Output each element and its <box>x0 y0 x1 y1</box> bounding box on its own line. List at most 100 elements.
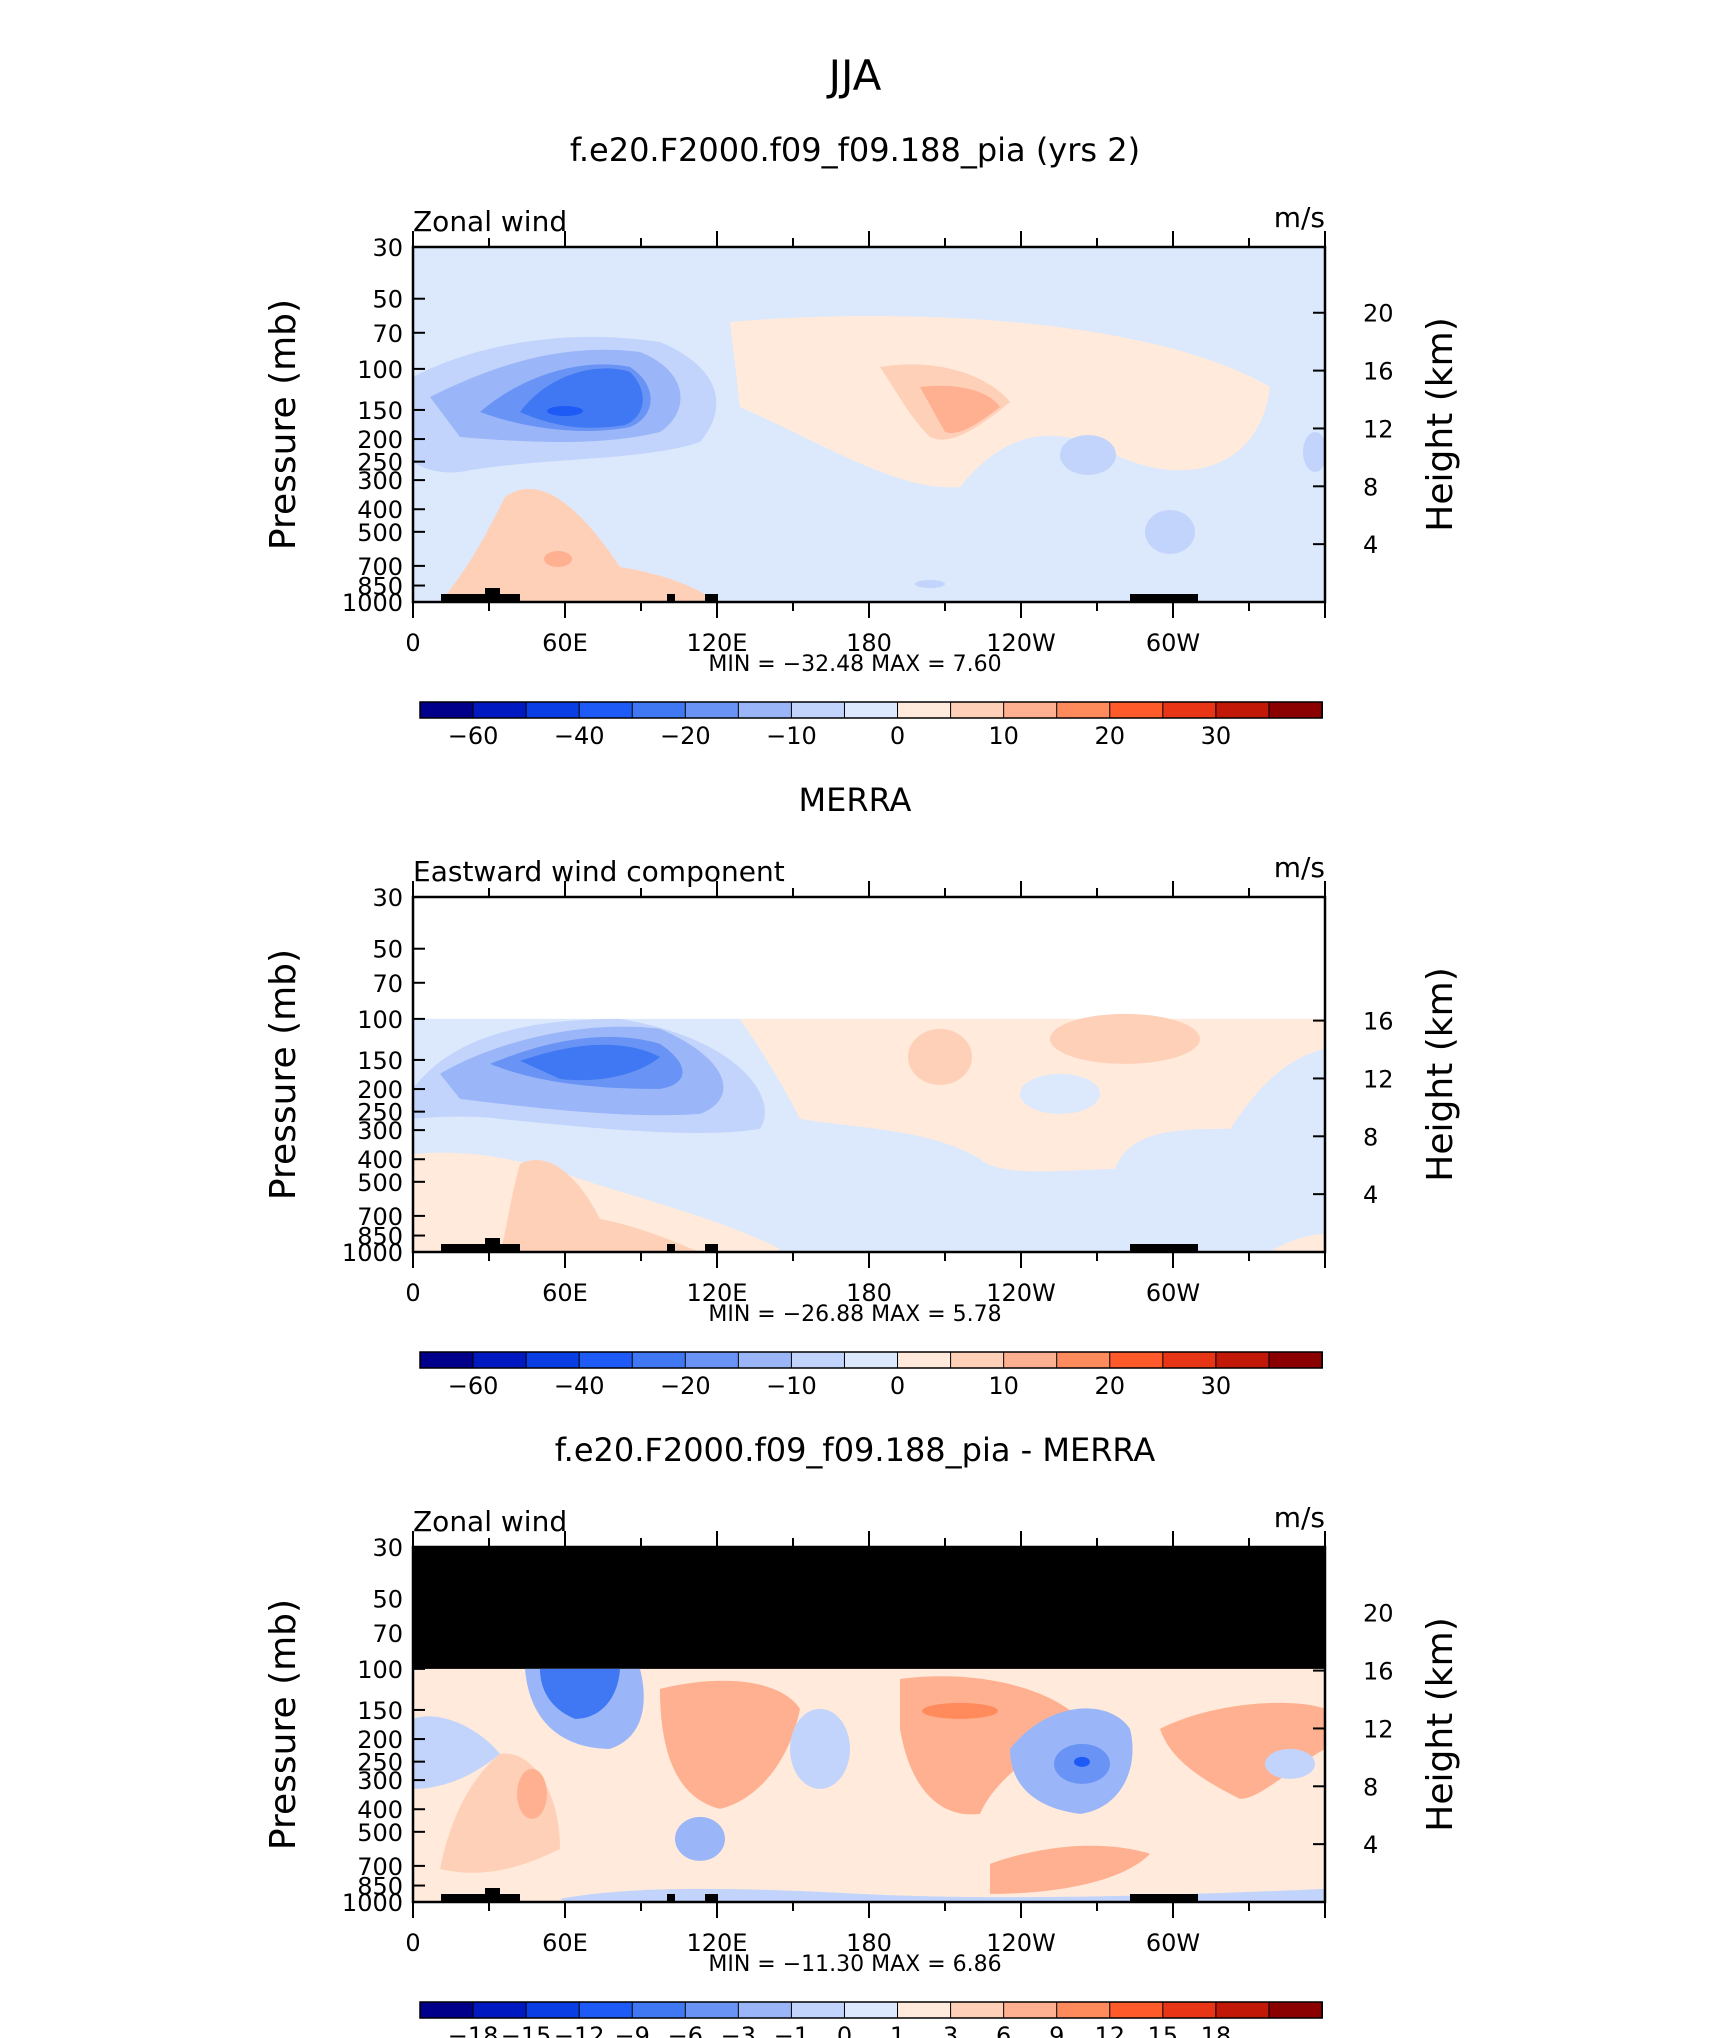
y-tick-label: 100 <box>357 1656 403 1684</box>
x-tick-label: 0 <box>405 1279 420 1307</box>
y-tick-label: 150 <box>357 397 403 425</box>
figure-title: JJA <box>826 51 882 100</box>
stats-label: MIN = −32.48 MAX = 7.60 <box>708 652 1001 677</box>
colorbar-swatch <box>1215 2001 1270 2019</box>
x-tick-label: 120W <box>986 1929 1056 1957</box>
colorbar-swatch <box>631 1351 687 1369</box>
units-label: m/s <box>1274 851 1325 884</box>
colorbar-swatch <box>790 1351 846 1369</box>
colorbar-frame <box>419 701 1323 719</box>
colorbar-swatch <box>950 701 1005 719</box>
positive-region <box>440 488 720 602</box>
y2-tick-label: 8 <box>1363 1123 1378 1151</box>
colorbar-swatch <box>897 1351 952 1369</box>
topography-bar <box>441 594 520 602</box>
y-tick-label: 300 <box>357 1117 403 1145</box>
y-tick-label: 50 <box>372 286 403 314</box>
colorbar-swatch <box>897 701 952 719</box>
y-tick-label: 50 <box>372 936 403 964</box>
colorbar-swatch <box>1162 701 1217 719</box>
y-tick-label: 150 <box>357 1047 403 1075</box>
x-tick-label: 120E <box>687 1929 748 1957</box>
colorbar-label: 12 <box>1094 2022 1125 2038</box>
y-tick-label: 1000 <box>342 1239 403 1267</box>
x-tick-label: 60E <box>542 629 588 657</box>
colorbar-label: 0 <box>837 2022 852 2038</box>
colorbar-label: 15 <box>1148 2022 1179 2038</box>
colorbar-label: 1 <box>890 2022 905 2038</box>
colorbar-label: 20 <box>1094 1372 1125 1400</box>
colorbar-label: −60 <box>448 1372 499 1400</box>
colorbar-swatch <box>472 701 528 719</box>
colorbar-swatch <box>1109 1351 1164 1369</box>
x-tick-label: 0 <box>405 629 420 657</box>
panel-title: f.e20.F2000.f09_f09.188_pia (yrs 2) <box>570 131 1140 169</box>
colorbar-swatch <box>1215 1351 1270 1369</box>
y-tick-label: 500 <box>357 519 403 547</box>
y-tick-label: 1000 <box>342 1889 403 1917</box>
contour-region <box>675 1816 725 1861</box>
units-label: m/s <box>1274 201 1325 234</box>
colorbar-label: −1 <box>774 2022 809 2038</box>
x-tick-label: 180 <box>846 1279 892 1307</box>
colorbar-swatch <box>843 2001 899 2019</box>
y-tick-label: 30 <box>372 234 403 262</box>
colorbar-swatch <box>631 2001 687 2019</box>
topography-bar <box>705 1244 712 1252</box>
y-tick-label: 300 <box>357 467 403 495</box>
colorbar-label: −20 <box>660 722 711 750</box>
y-tick-label: 200 <box>357 1076 403 1104</box>
positive-region <box>1270 1233 1325 1252</box>
y2-tick-label: 16 <box>1363 1658 1394 1686</box>
colorbar-swatch <box>950 1351 1005 1369</box>
y-tick-label: 300 <box>357 1767 403 1795</box>
colorbar-label: 0 <box>890 722 905 750</box>
y-tick-label: 700 <box>357 1853 403 1881</box>
x-tick-label: 60W <box>1146 1929 1200 1957</box>
y-tick-label: 500 <box>357 1169 403 1197</box>
colorbar-label: −20 <box>660 1372 711 1400</box>
colorbar-swatch <box>1003 701 1058 719</box>
y-tick-label: 50 <box>372 1586 403 1614</box>
colorbar-swatch <box>1109 701 1164 719</box>
colorbar-label: 10 <box>988 722 1019 750</box>
topography-bar <box>711 594 718 602</box>
y-tick-label: 250 <box>357 1099 403 1127</box>
colorbar-swatch <box>737 1351 793 1369</box>
panel-title: f.e20.F2000.f09_f09.188_pia - MERRA <box>555 1431 1156 1469</box>
topography-bar <box>667 1244 675 1252</box>
y2-tick-label: 4 <box>1363 1181 1378 1209</box>
y-tick-label: 100 <box>357 356 403 384</box>
y2-tick-label: 8 <box>1363 1773 1378 1801</box>
colorbar-swatch <box>684 1351 740 1369</box>
variable-label: Eastward wind component <box>413 855 785 888</box>
colorbar-label: 30 <box>1201 722 1232 750</box>
x-tick-label: 60E <box>542 1929 588 1957</box>
colorbar-swatch <box>1056 1351 1111 1369</box>
y-tick-label: 1000 <box>342 589 403 617</box>
colorbar-swatch <box>790 2001 846 2019</box>
colorbar-swatch <box>472 1351 528 1369</box>
x-tick-label: 60W <box>1146 629 1200 657</box>
y-tick-label: 700 <box>357 1203 403 1231</box>
colorbar-label: −6 <box>668 2022 703 2038</box>
variable-label: Zonal wind <box>413 1505 567 1538</box>
colorbar-swatch <box>1162 2001 1217 2019</box>
topography-bar <box>711 1244 718 1252</box>
x-tick-label: 180 <box>846 629 892 657</box>
topography-bar <box>441 1894 520 1902</box>
contour-region <box>547 406 583 416</box>
colorbar-swatch <box>525 1351 581 1369</box>
x-tick-label: 120E <box>687 629 748 657</box>
contour-field <box>413 1547 1325 1902</box>
y-tick-label: 150 <box>357 1697 403 1725</box>
topography-bar <box>441 1244 520 1252</box>
contour-region <box>915 580 945 588</box>
positive-region <box>500 1159 700 1252</box>
colorbar-label: −18 <box>448 2022 499 2038</box>
x-tick-label: 120W <box>986 1279 1056 1307</box>
y-tick-label: 70 <box>372 1620 403 1648</box>
y2-tick-label: 16 <box>1363 1008 1394 1036</box>
colorbar-label: 20 <box>1094 722 1125 750</box>
colorbar-label: −40 <box>554 1372 605 1400</box>
